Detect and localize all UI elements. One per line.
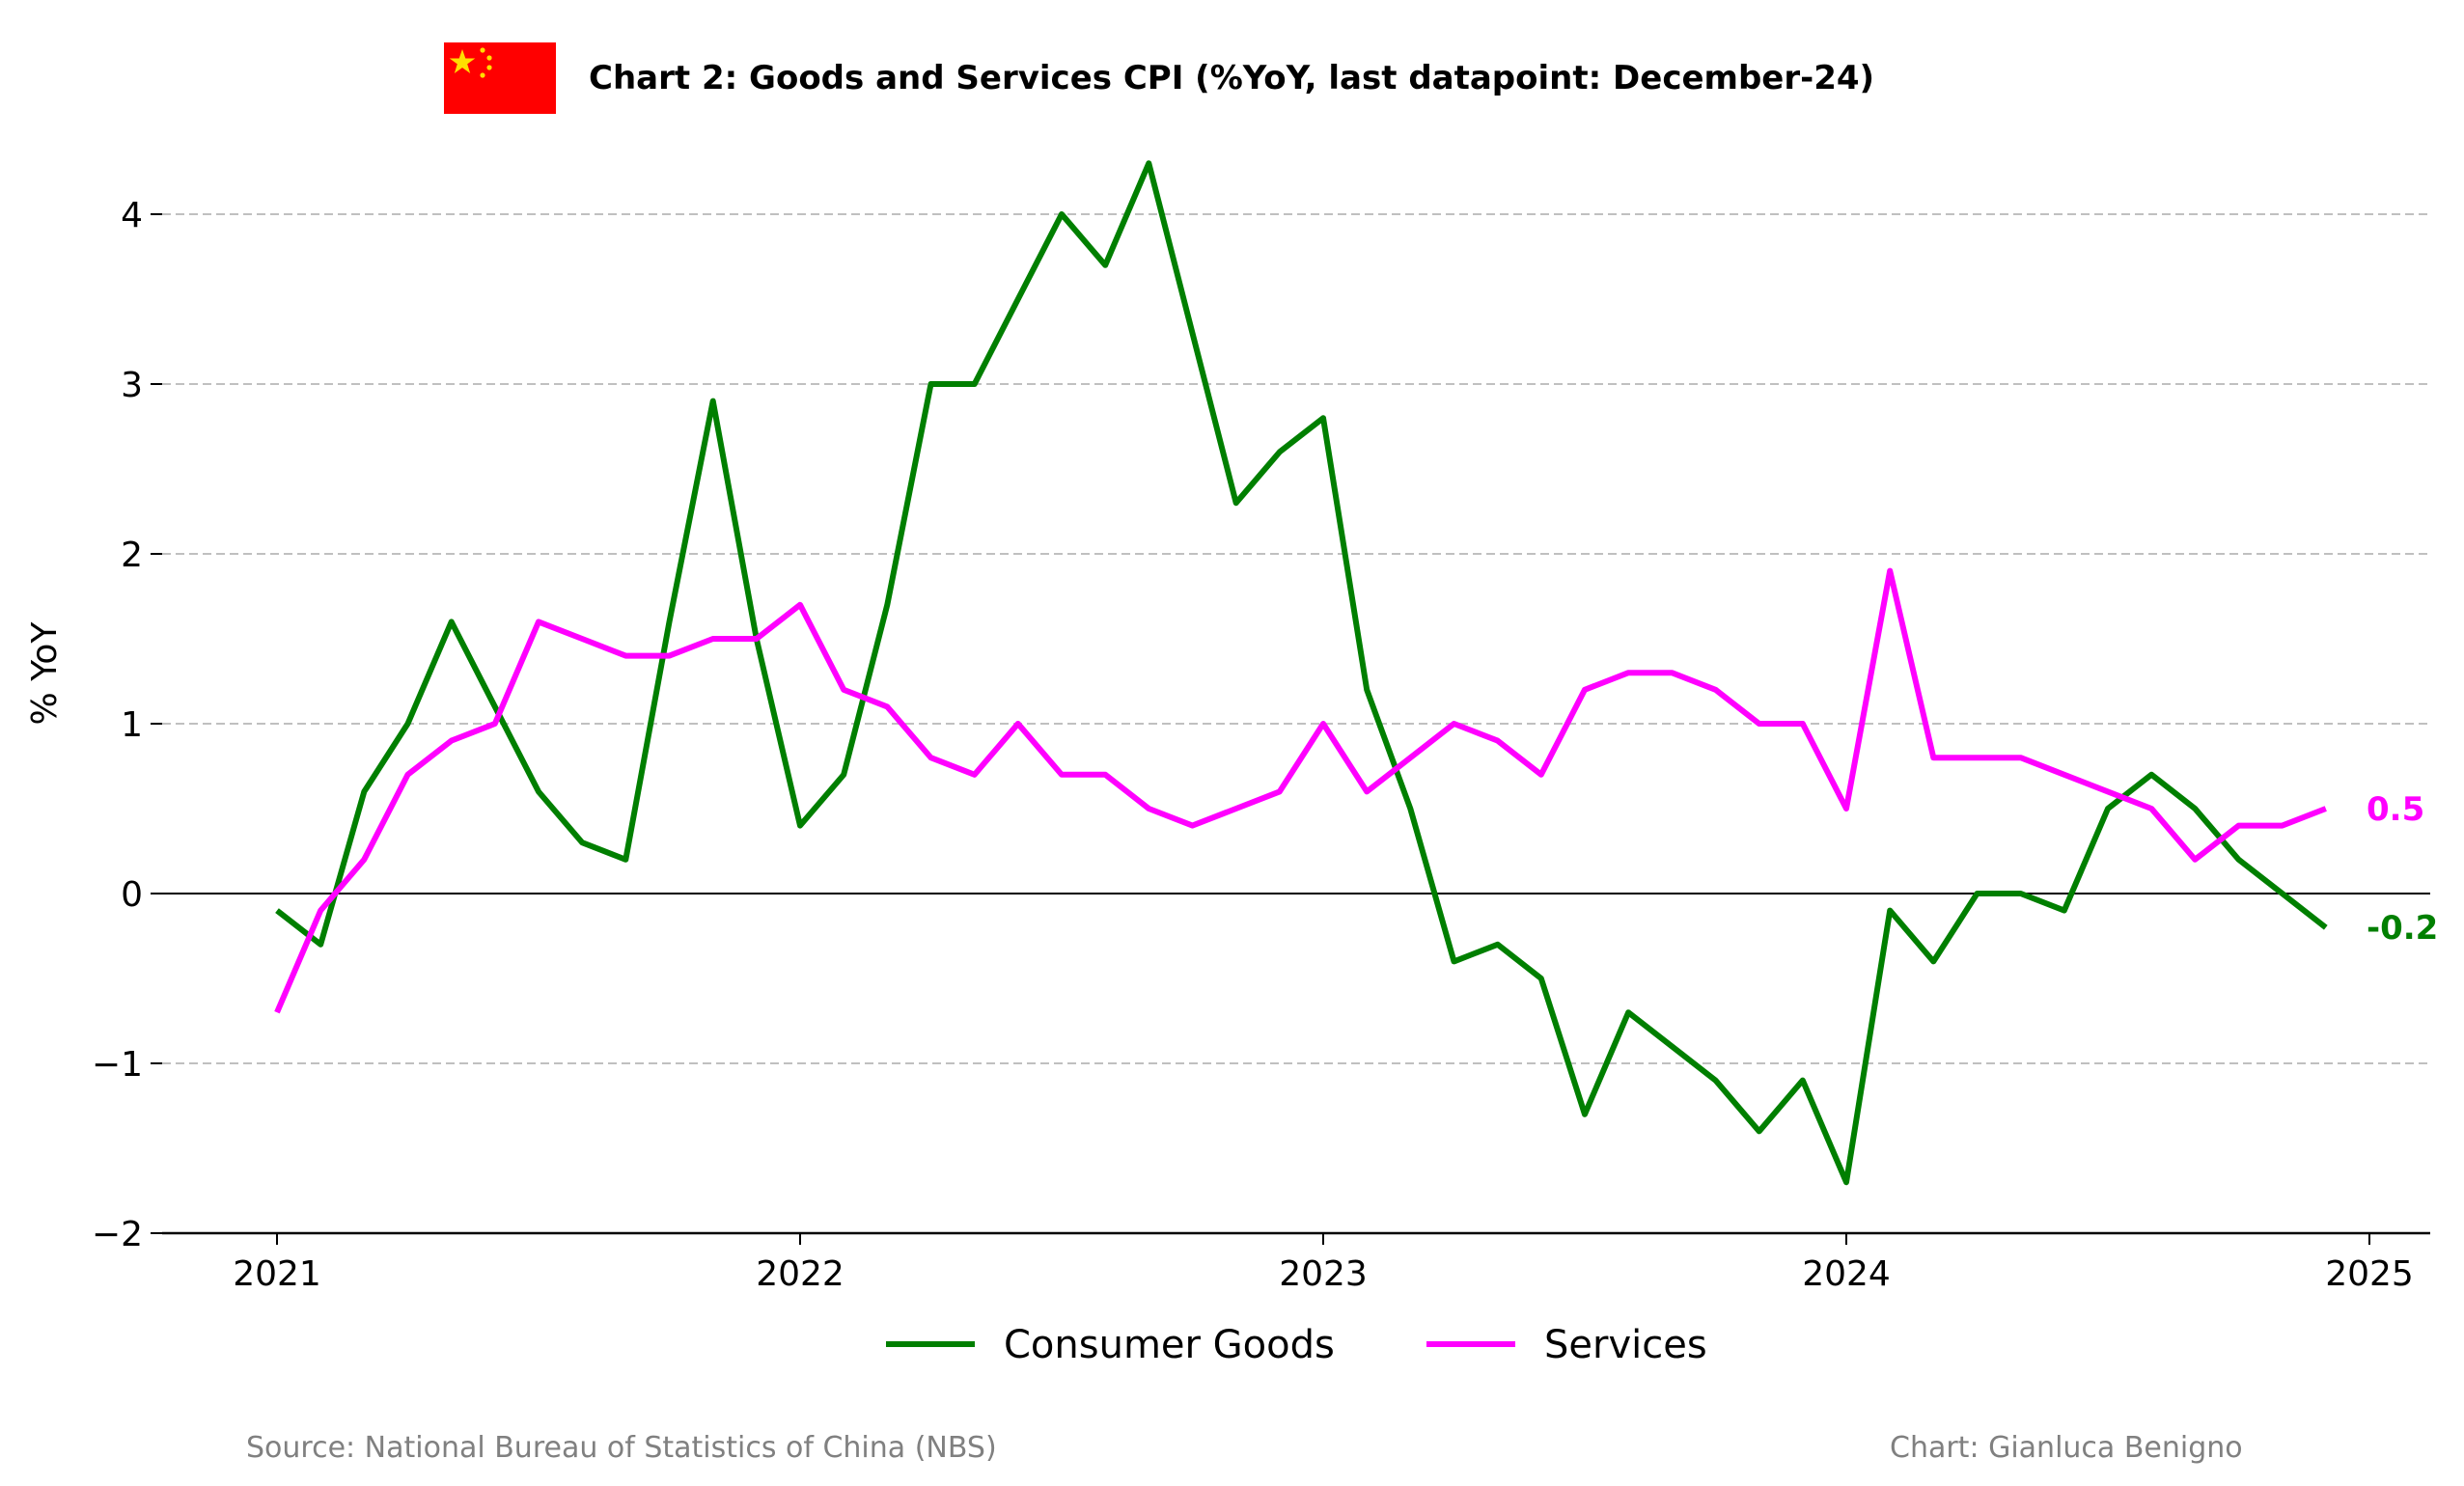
end-value-label: 0.5 [2367,790,2424,829]
y-tick-label: 3 [121,366,143,405]
y-tick-label: −1 [92,1045,143,1085]
y-axis: 4 3 2 1 0 −1 −2 [92,196,162,1254]
flag-small-star [480,72,485,78]
x-tick-label: 2021 [233,1254,321,1294]
source-note: Source: National Bureau of Statistics of… [246,1431,997,1465]
series-line-consumer-goods [275,160,2328,1186]
chart-title: Chart 2: Goods and Services CPI (%YoY, l… [589,59,1874,97]
flag-small-star [486,65,492,70]
china-flag-icon [444,42,556,114]
x-tick-label: 2022 [756,1254,844,1294]
flag-big-star [449,49,476,73]
flag-background [444,42,556,114]
y-axis-title: % YoY [25,621,65,726]
series-line-services [274,567,2327,1014]
y-tick-label: 0 [121,875,143,915]
x-tick-label: 2024 [1802,1254,1891,1294]
end-value-label: -0.2 [2367,909,2438,948]
x-tick-label: 2023 [1279,1254,1368,1294]
y-tick-label: 1 [121,705,143,745]
x-tick-label: 2025 [2325,1254,2414,1294]
chart-credit: Chart: Gianluca Benigno [1890,1431,2243,1465]
legend-label-services: Services [1544,1323,1707,1367]
y-tick-label: −2 [92,1215,143,1254]
series-lines [274,160,2328,1186]
legend-label-consumer-goods: Consumer Goods [1004,1323,1335,1367]
y-tick-label: 4 [121,196,143,235]
end-labels: -0.2 0.5 [2367,790,2438,948]
flag-small-star [486,55,492,61]
flag-small-star [480,47,485,53]
gridlines [162,213,2430,1064]
x-axis: 2021 2022 2023 2024 2025 [162,1231,2430,1294]
legend: Consumer Goods Services [886,1323,1707,1367]
y-tick-label: 2 [121,536,143,575]
